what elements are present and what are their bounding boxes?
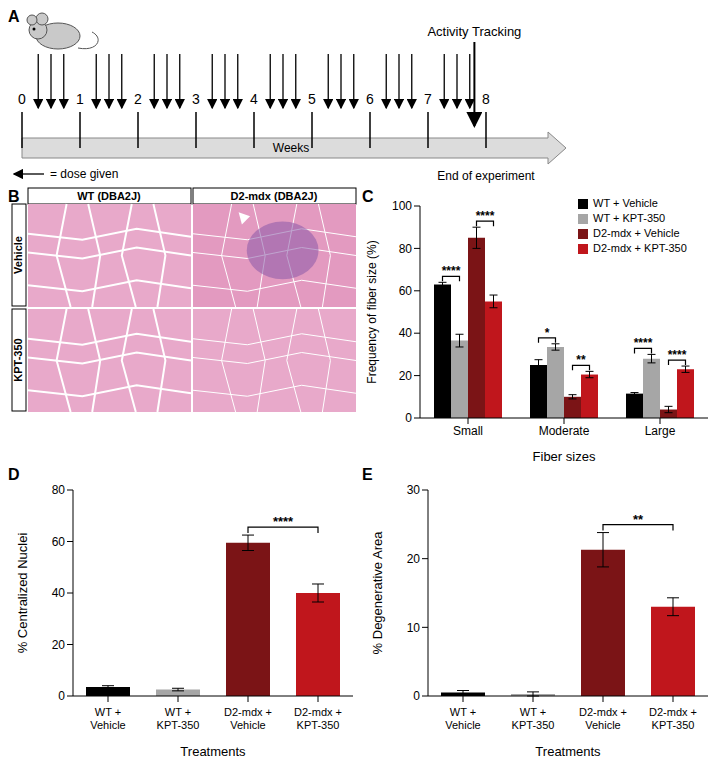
svg-text:Frequency of fiber size (%): Frequency of fiber size (%) bbox=[365, 240, 379, 383]
svg-text:20: 20 bbox=[52, 638, 66, 652]
html-text:D2-mdx + KPT-350: D2-mdx + KPT-350 bbox=[593, 242, 687, 254]
svg-text:Small: Small bbox=[453, 424, 483, 438]
svg-text:D2-mdx +Vehicle: D2-mdx +Vehicle bbox=[579, 706, 627, 731]
svg-text:****: **** bbox=[476, 209, 495, 223]
svg-text:Fiber sizes: Fiber sizes bbox=[533, 449, 596, 464]
svg-text:3: 3 bbox=[192, 91, 200, 107]
svg-text:End of experiment: End of experiment bbox=[437, 169, 535, 183]
svg-text:4: 4 bbox=[250, 91, 258, 107]
svg-text:0: 0 bbox=[405, 411, 412, 425]
svg-text:20: 20 bbox=[407, 552, 421, 566]
svg-text:****: **** bbox=[668, 348, 687, 362]
svg-text:1: 1 bbox=[76, 91, 84, 107]
svg-text:0: 0 bbox=[413, 689, 420, 703]
html-text:D2-mdx + Vehicle: D2-mdx + Vehicle bbox=[593, 227, 680, 239]
svg-text:Weeks: Weeks bbox=[273, 141, 309, 155]
svg-text:****: **** bbox=[634, 336, 653, 350]
svg-text:D2-mdx +Vehicle: D2-mdx +Vehicle bbox=[224, 706, 272, 731]
svg-text:**: ** bbox=[633, 512, 644, 527]
svg-text:80: 80 bbox=[52, 483, 66, 497]
svg-text:10: 10 bbox=[407, 621, 421, 635]
svg-text:7: 7 bbox=[424, 91, 432, 107]
html-text:D: D bbox=[8, 466, 20, 483]
svg-text:Treatments: Treatments bbox=[535, 744, 601, 759]
svg-text:40: 40 bbox=[52, 586, 66, 600]
svg-text:20: 20 bbox=[399, 369, 413, 383]
svg-text:0: 0 bbox=[18, 91, 26, 107]
svg-text:0: 0 bbox=[58, 689, 65, 703]
svg-text:*: * bbox=[545, 326, 550, 340]
svg-text:Large: Large bbox=[645, 424, 676, 438]
svg-text:WT +Vehicle: WT +Vehicle bbox=[445, 706, 480, 731]
svg-text:30: 30 bbox=[407, 483, 421, 497]
svg-text:**: ** bbox=[576, 353, 586, 367]
svg-text:% Degenerative Area: % Degenerative Area bbox=[370, 531, 385, 655]
svg-text:60: 60 bbox=[52, 535, 66, 549]
svg-text:40: 40 bbox=[399, 326, 413, 340]
svg-text:6: 6 bbox=[366, 91, 374, 107]
svg-text:100: 100 bbox=[392, 199, 412, 213]
svg-text:KPT-350: KPT-350 bbox=[12, 338, 24, 381]
html-text:A: A bbox=[8, 8, 20, 25]
svg-text:WT (DBA2J): WT (DBA2J) bbox=[77, 190, 141, 202]
svg-text:Treatments: Treatments bbox=[180, 744, 246, 759]
html-text:B: B bbox=[8, 188, 20, 205]
svg-text:Vehicle: Vehicle bbox=[12, 236, 24, 274]
svg-text:WT +KPT-350: WT +KPT-350 bbox=[512, 706, 555, 731]
svg-text:= dose given: = dose given bbox=[50, 167, 118, 181]
svg-text:WT +KPT-350: WT +KPT-350 bbox=[157, 706, 200, 731]
svg-text:2: 2 bbox=[134, 91, 142, 107]
svg-text:D2-mdx +KPT-350: D2-mdx +KPT-350 bbox=[294, 706, 342, 731]
svg-text:8: 8 bbox=[482, 91, 490, 107]
html-text:C: C bbox=[362, 188, 374, 205]
html-text:WT + Vehicle: WT + Vehicle bbox=[593, 197, 658, 209]
svg-text:****: **** bbox=[273, 514, 294, 529]
svg-text:80: 80 bbox=[399, 242, 413, 256]
svg-text:60: 60 bbox=[399, 284, 413, 298]
svg-text:Moderate: Moderate bbox=[539, 424, 590, 438]
svg-text:Activity Tracking: Activity Tracking bbox=[427, 24, 521, 39]
svg-text:D2-mdx +KPT-350: D2-mdx +KPT-350 bbox=[649, 706, 697, 731]
html-text:E: E bbox=[362, 466, 373, 483]
html-text:WT + KPT-350: WT + KPT-350 bbox=[593, 212, 666, 224]
svg-text:5: 5 bbox=[308, 91, 316, 107]
svg-text:WT +Vehicle: WT +Vehicle bbox=[90, 706, 125, 731]
svg-text:****: **** bbox=[442, 264, 461, 278]
svg-text:% Centralized Nuclei: % Centralized Nuclei bbox=[15, 533, 30, 654]
svg-text:D2-mdx (DBA2J): D2-mdx (DBA2J) bbox=[231, 190, 318, 202]
